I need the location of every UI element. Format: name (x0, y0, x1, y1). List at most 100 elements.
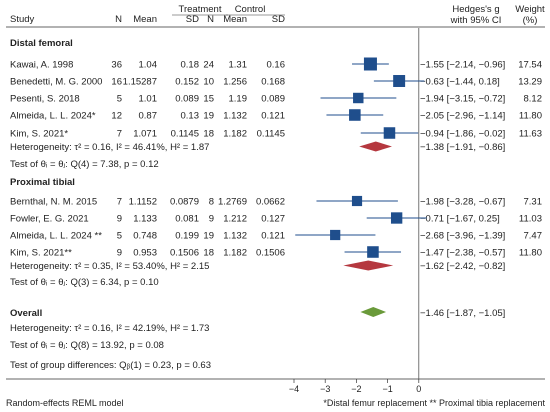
treatment-sd: 0.081 (175, 214, 199, 225)
treatment-sd: 0.1506 (170, 248, 199, 259)
effect-ci-text: −1.94 [−3.15, −0.72] (420, 94, 505, 105)
treatment-mean: 1.1152 (129, 197, 157, 208)
overall-test-text: Test of θᵢ = θⱼ: Q(8) = 13.92, p = 0.08 (10, 340, 164, 351)
x-tick-label: −1 (382, 384, 392, 394)
study-label: Almeida, L. L. 2024 ** (10, 231, 102, 242)
effect-ci-text: −0.63 [−1.44, 0.18] (420, 77, 500, 88)
control-sd: 0.168 (261, 77, 285, 88)
effect-ci-text: −1.98 [−3.28, −0.67] (420, 197, 505, 208)
header-control: Control (235, 4, 266, 15)
control-n: 19 (203, 231, 214, 242)
study-label: Benedetti, M. G. 2000 (10, 77, 102, 88)
effect-marker (367, 246, 379, 258)
treatment-mean: 1.071 (133, 129, 157, 140)
effect-ci-text: −0.71 [−1.67, 0.25] (420, 214, 500, 225)
treatment-n: 7 (117, 129, 122, 140)
x-tick-label: −2 (351, 384, 361, 394)
effect-marker (363, 57, 377, 71)
overall-diamond (360, 307, 387, 317)
homogeneity-test-text: Test of θᵢ = θⱼ: Q(4) = 7.38, p = 0.12 (10, 159, 159, 170)
study-label: Kim, S. 2021** (10, 248, 72, 259)
control-mean: 1.256 (223, 77, 247, 88)
header-weight-1: Weight (515, 4, 545, 15)
effect-ci-text: −2.05 [−2.96, −1.14] (420, 111, 505, 122)
control-sd: 0.16 (267, 60, 286, 71)
header-treatment-n: N (115, 14, 122, 25)
treatment-n: 12 (111, 111, 122, 122)
pooled-diamond (359, 141, 392, 152)
pooled-ci-text: −1.62 [−2.42, −0.82] (420, 261, 505, 272)
control-sd: 0.089 (261, 94, 285, 105)
control-n: 10 (203, 77, 214, 88)
effect-marker (351, 195, 363, 207)
control-n: 18 (203, 248, 214, 259)
study-label: Kim, S. 2021* (10, 129, 68, 140)
effect-marker (353, 92, 364, 104)
footer-legend-note: *Distal femur replacement ** Proximal ti… (323, 398, 545, 408)
study-label: Fowler, E. G. 2021 (10, 214, 89, 225)
control-n: 18 (203, 129, 214, 140)
control-sd: 0.0662 (256, 197, 285, 208)
control-sd: 0.121 (261, 111, 285, 122)
treatment-n: 9 (117, 248, 122, 259)
treatment-n: 9 (117, 214, 122, 225)
treatment-mean: 1.15287 (123, 77, 157, 88)
treatment-sd: 0.1145 (171, 129, 199, 140)
control-sd: 0.1506 (256, 248, 285, 259)
control-mean: 1.132 (223, 231, 247, 242)
header-weight-2: (%) (523, 15, 538, 26)
weight-text: 17.54 (518, 60, 542, 71)
control-n: 15 (203, 94, 214, 105)
overall-title: Overall (10, 308, 42, 319)
treatment-mean: 1.04 (139, 60, 158, 71)
weight-text: 11.80 (519, 248, 542, 259)
treatment-n: 16 (111, 77, 122, 88)
header-effect-2: with 95% CI (450, 15, 502, 26)
header-effect-1: Hedges's g (452, 4, 499, 15)
homogeneity-test-text: Test of θᵢ = θⱼ: Q(3) = 6.34, p = 0.10 (10, 277, 159, 288)
control-sd: 0.127 (261, 214, 285, 225)
control-mean: 1.31 (229, 60, 248, 71)
treatment-mean: 0.748 (133, 231, 157, 242)
treatment-n: 5 (117, 231, 122, 242)
x-tick-label: 0 (416, 384, 421, 394)
treatment-sd: 0.18 (181, 60, 200, 71)
control-n: 8 (209, 197, 214, 208)
heterogeneity-text: Heterogeneity: τ² = 0.16, I² = 46.41%, H… (10, 142, 209, 153)
effect-marker (383, 127, 396, 139)
treatment-sd: 0.0879 (170, 197, 199, 208)
treatment-sd: 0.152 (175, 77, 199, 88)
effect-ci-text: −2.68 [−3.96, −1.39] (420, 231, 505, 242)
group-title: Distal femoral (10, 38, 73, 49)
treatment-n: 5 (117, 94, 122, 105)
weight-text: 8.12 (524, 94, 543, 105)
weight-text: 11.63 (519, 129, 542, 140)
effect-ci-text: −1.55 [−2.14, −0.96] (420, 60, 505, 71)
effect-ci-text: −1.47 [−2.38, −0.57] (420, 248, 505, 259)
header-study: Study (10, 14, 35, 25)
header-treatment-mean: Mean (133, 14, 157, 25)
control-mean: 1.212 (223, 214, 247, 225)
study-label: Kawai, A. 1998 (10, 60, 73, 71)
group-difference-test-text: Test of group differences: Qᵦ(1) = 0.23,… (10, 360, 211, 371)
weight-text: 13.29 (518, 77, 542, 88)
study-label: Almeida, L. L. 2024* (10, 111, 96, 122)
weight-text: 11.80 (519, 111, 542, 122)
overall-ci-text: −1.46 [−1.87, −1.05] (420, 308, 505, 319)
treatment-mean: 0.87 (139, 111, 158, 122)
pooled-ci-text: −1.38 [−1.91, −0.86] (420, 142, 505, 153)
overall-heterogeneity-text: Heterogeneity: τ² = 0.16, I² = 42.19%, H… (10, 323, 209, 334)
x-tick-label: −3 (320, 384, 330, 394)
treatment-sd: 0.089 (175, 94, 199, 105)
control-sd: 0.1145 (257, 129, 285, 140)
heterogeneity-text: Heterogeneity: τ² = 0.35, I² = 53.40%, H… (10, 261, 209, 272)
treatment-mean: 1.01 (139, 94, 158, 105)
header-control-sd: SD (272, 14, 285, 25)
control-mean: 1.2769 (218, 197, 247, 208)
x-tick-label: −4 (289, 384, 299, 394)
effect-marker (330, 229, 341, 241)
weight-text: 7.31 (524, 197, 543, 208)
weight-text: 7.47 (524, 231, 543, 242)
header-control-n: N (207, 14, 214, 25)
